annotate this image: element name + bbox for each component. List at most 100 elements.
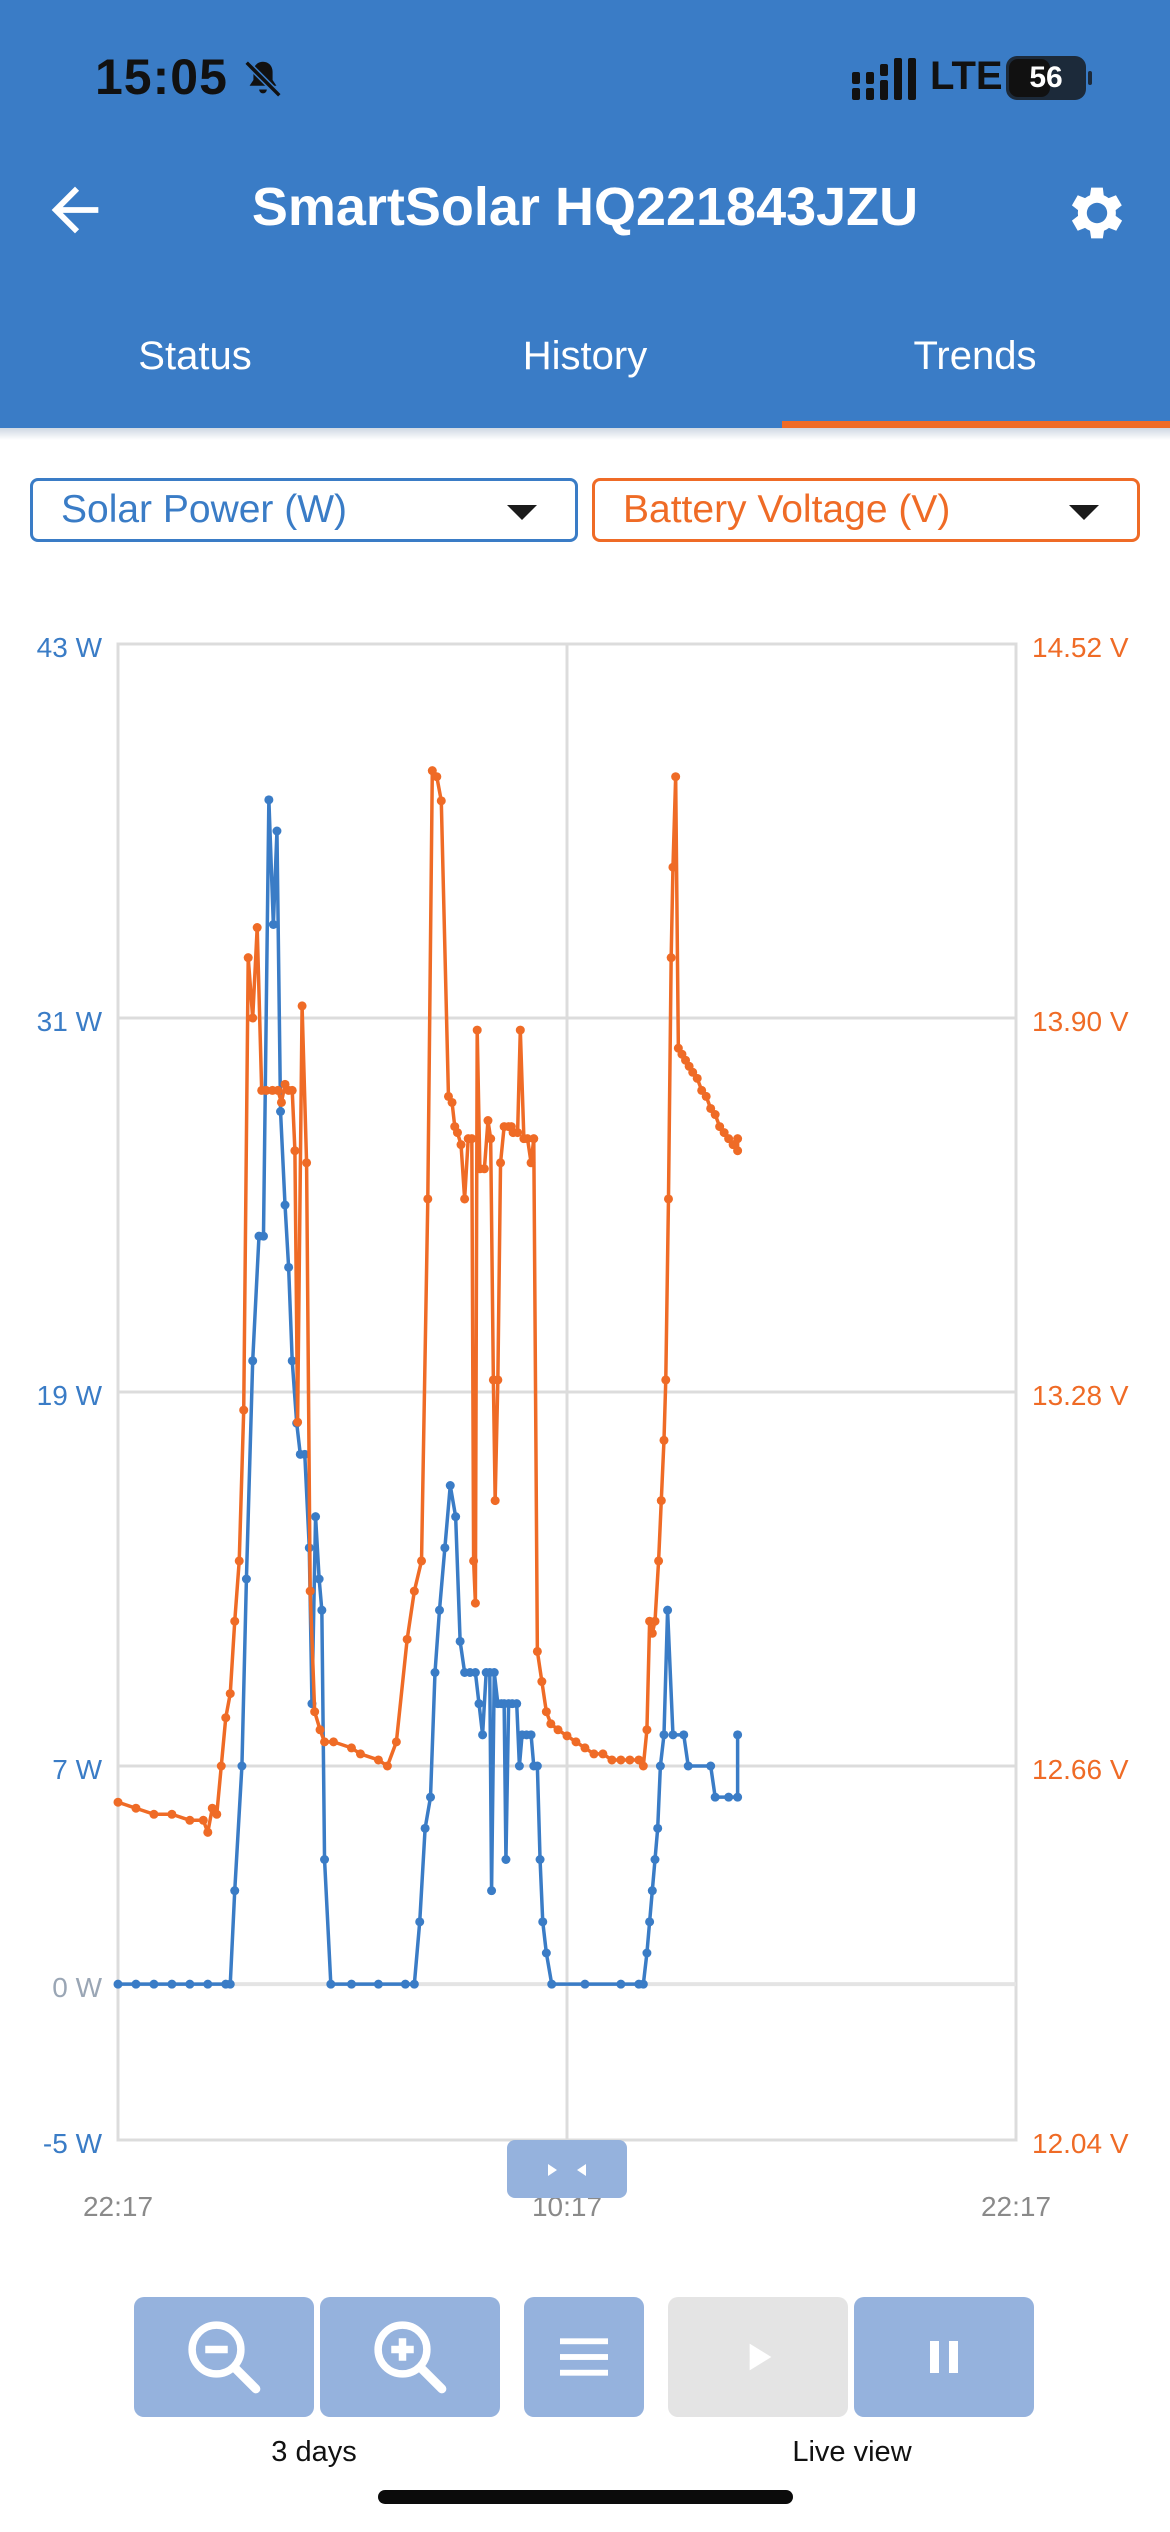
left-series-label: Solar Power (W)	[61, 488, 348, 531]
y-left-tick-label: 0 W	[52, 1972, 102, 2003]
data-point	[654, 1556, 664, 1566]
data-point	[512, 1699, 522, 1709]
data-point	[642, 1725, 652, 1735]
data-point	[409, 1979, 419, 1989]
data-point	[252, 923, 262, 933]
data-point	[346, 1979, 356, 1989]
gear-icon[interactable]	[1062, 178, 1132, 248]
data-point	[329, 1737, 339, 1747]
data-point	[167, 1809, 177, 1819]
data-point	[668, 862, 678, 872]
data-point	[248, 1013, 258, 1023]
data-point	[272, 826, 282, 836]
live-view-caption: Live view	[792, 2436, 912, 2468]
data-point	[607, 1755, 617, 1765]
tab-history[interactable]: History	[522, 334, 648, 378]
data-point	[430, 1668, 440, 1677]
menu-button[interactable]	[524, 2297, 644, 2417]
tab-status[interactable]: Status	[138, 334, 252, 378]
data-point	[185, 1979, 195, 1989]
data-point	[661, 1375, 671, 1385]
data-point	[638, 1979, 648, 1989]
data-point	[302, 1158, 312, 1168]
data-point	[452, 1128, 462, 1138]
tab-bar: Status History Trends	[0, 310, 1170, 428]
data-point	[514, 1761, 524, 1771]
network-type: LTE	[930, 54, 1003, 98]
data-point	[666, 953, 676, 963]
home-indicator[interactable]	[378, 2490, 793, 2504]
data-point	[532, 1646, 542, 1656]
data-point	[580, 1743, 590, 1753]
data-point	[470, 1598, 480, 1608]
y-right-tick-label: 14.52 V	[1032, 632, 1129, 663]
data-point	[451, 1512, 461, 1522]
data-point	[311, 1512, 321, 1522]
bell-muted-icon	[244, 60, 282, 98]
data-point	[470, 1668, 480, 1677]
zoom-out-button[interactable]	[134, 2297, 314, 2417]
data-point	[496, 1158, 506, 1168]
tab-trends[interactable]: Trends	[913, 334, 1037, 378]
data-point	[653, 1823, 663, 1833]
data-point	[382, 1761, 392, 1771]
data-point	[683, 1761, 693, 1771]
zoom-in-button[interactable]	[320, 2297, 500, 2417]
data-point	[258, 1231, 268, 1241]
data-point	[305, 1586, 315, 1596]
data-point	[131, 1979, 141, 1989]
data-point	[638, 1761, 648, 1771]
chart-scroll-handle[interactable]	[507, 2140, 627, 2198]
battery-icon: 56	[1006, 56, 1092, 100]
data-point	[317, 1605, 327, 1615]
pause-button[interactable]	[854, 2297, 1034, 2417]
data-point	[230, 1616, 240, 1626]
data-point	[529, 1134, 539, 1144]
y-right-tick-label: 12.04 V	[1032, 2128, 1129, 2159]
data-point	[535, 1855, 545, 1864]
data-point	[420, 1823, 430, 1833]
data-point	[553, 1725, 563, 1735]
data-point	[733, 1730, 743, 1740]
data-point	[225, 1979, 235, 1989]
data-point	[239, 1405, 249, 1415]
data-point	[409, 1586, 419, 1596]
data-point	[580, 1979, 590, 1989]
data-point	[310, 1707, 320, 1717]
data-point	[230, 1886, 240, 1896]
left-series-dropdown[interactable]: Solar Power (W)	[30, 478, 578, 542]
data-point	[264, 795, 274, 805]
y-left-tick-label: 7 W	[52, 1754, 102, 1785]
trend-chart[interactable]: 43 W 31 W 19 W 7 W 0 W -5 W 14.52 V 13.90 V 13.2…	[0, 600, 1170, 2230]
y-right-tick-label: 13.90 V	[1032, 1006, 1129, 1037]
play-button[interactable]	[668, 2297, 848, 2417]
data-point	[293, 1417, 303, 1427]
page-title: SmartSolar HQ221843JZU	[251, 177, 919, 237]
data-point	[315, 1725, 325, 1735]
data-point	[113, 1797, 123, 1807]
data-point	[373, 1755, 383, 1765]
data-point	[724, 1792, 734, 1802]
data-point	[423, 1194, 433, 1204]
data-point	[460, 1194, 470, 1204]
data-point	[571, 1737, 581, 1747]
menu-icon	[560, 2338, 608, 2376]
data-point	[415, 1917, 425, 1927]
data-point	[656, 1496, 666, 1506]
trend-chart-svg[interactable]: 43 W 31 W 19 W 7 W 0 W -5 W 14.52 V 13.90 V 13.2…	[0, 600, 1170, 2230]
data-point	[198, 1815, 208, 1825]
data-point	[440, 1543, 450, 1553]
data-point	[234, 1556, 244, 1566]
data-point	[400, 1979, 410, 1989]
data-point	[526, 1730, 536, 1740]
data-point	[237, 1761, 247, 1771]
data-point	[314, 1574, 324, 1584]
data-point	[472, 1025, 482, 1035]
signal-icon	[852, 58, 916, 100]
data-point	[355, 1749, 365, 1759]
data-point	[532, 1761, 542, 1771]
right-series-dropdown[interactable]: Battery Voltage (V)	[592, 478, 1140, 542]
y-left-tick-label: 43 W	[37, 632, 103, 663]
data-point	[346, 1743, 356, 1753]
back-arrow-icon[interactable]	[40, 175, 110, 245]
